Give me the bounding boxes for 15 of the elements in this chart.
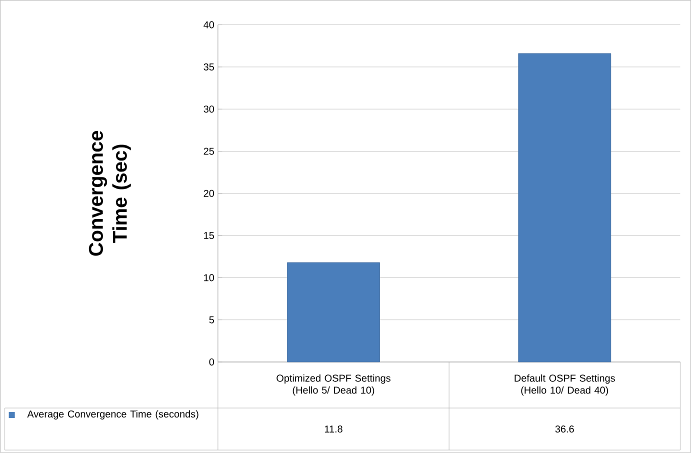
y-tick-label: 25 bbox=[204, 148, 214, 155]
y-tick-label: 40 bbox=[204, 21, 214, 28]
y-tick-label: 20 bbox=[204, 190, 214, 197]
data-label: 11.8 bbox=[324, 426, 342, 433]
y-tick-label: 35 bbox=[204, 64, 214, 71]
y-tick-label: 0 bbox=[209, 358, 214, 366]
y-tick-label: 30 bbox=[204, 106, 214, 113]
data-label: 36.6 bbox=[555, 426, 574, 433]
legend-label: Average Convergence Time (seconds) bbox=[27, 410, 198, 420]
x-tick-label: Optimized OSPF Settings (Hello 5/ Dead 10) bbox=[276, 374, 390, 396]
x-tick-label: Default OSPF Settings (Hello 10/ Dead 40) bbox=[514, 374, 615, 396]
y-tick-label: 15 bbox=[204, 232, 214, 240]
y-tick-label: 5 bbox=[209, 316, 214, 324]
y-axis-title: Convergence Time (sec) bbox=[88, 131, 131, 256]
y-tick-label: 10 bbox=[204, 274, 214, 282]
